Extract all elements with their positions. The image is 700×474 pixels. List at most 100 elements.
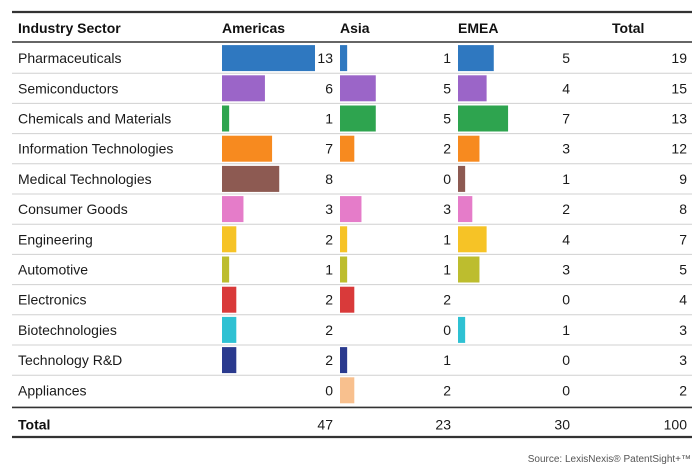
value-emea: 0 bbox=[562, 292, 570, 308]
sector-label: Chemicals and Materials bbox=[18, 111, 171, 127]
bar-americas bbox=[222, 316, 237, 343]
sector-label: Medical Technologies bbox=[18, 171, 152, 187]
table-row: Automotive 1 1 3 5 bbox=[12, 253, 692, 283]
value-americas: 2 bbox=[325, 292, 333, 308]
bar-americas bbox=[222, 196, 244, 223]
bar-emea bbox=[458, 196, 473, 223]
bar-asia bbox=[340, 45, 348, 72]
value-asia: 0 bbox=[443, 322, 451, 338]
value-emea: 4 bbox=[562, 80, 570, 96]
value-americas: 0 bbox=[325, 382, 333, 398]
bar-emea bbox=[458, 256, 480, 283]
value-asia: 3 bbox=[443, 201, 451, 217]
value-americas: 2 bbox=[325, 322, 333, 338]
bar-emea bbox=[458, 75, 487, 102]
bar-emea bbox=[458, 165, 466, 192]
value-total: 7 bbox=[679, 231, 687, 247]
bar-asia bbox=[340, 226, 348, 253]
bar-americas bbox=[222, 165, 280, 192]
value-emea: 1 bbox=[562, 322, 570, 338]
header-americas: Americas bbox=[222, 20, 285, 36]
sector-label: Appliances bbox=[18, 382, 87, 398]
source-note: Source: LexisNexis® PatentSight+™ bbox=[528, 454, 691, 465]
value-emea: 0 bbox=[562, 352, 570, 368]
sector-label: Automotive bbox=[18, 262, 88, 278]
total-americas: 47 bbox=[317, 416, 333, 432]
bar-americas bbox=[222, 105, 230, 132]
value-emea: 0 bbox=[562, 382, 570, 398]
table-row: Electronics 2 2 0 4 bbox=[12, 284, 692, 313]
total-asia: 23 bbox=[435, 416, 451, 432]
bar-americas bbox=[222, 256, 230, 283]
table-row: Chemicals and Materials 1 5 7 13 bbox=[12, 102, 692, 132]
bar-emea bbox=[458, 45, 494, 72]
bar-americas bbox=[222, 75, 265, 102]
value-total: 3 bbox=[679, 352, 687, 368]
bar-asia bbox=[340, 75, 376, 102]
table-header: Industry Sector Americas Asia EMEA Total bbox=[18, 20, 644, 36]
value-emea: 4 bbox=[562, 231, 570, 247]
totals-row: Total 47 23 30 100 bbox=[18, 416, 687, 432]
value-emea: 5 bbox=[562, 50, 570, 66]
sector-label: Semiconductors bbox=[18, 80, 118, 96]
bar-americas bbox=[222, 135, 273, 162]
bar-asia bbox=[340, 286, 355, 313]
bar-asia bbox=[340, 105, 376, 132]
table-row: Biotechnologies 2 0 1 3 bbox=[12, 314, 692, 343]
value-emea: 1 bbox=[562, 171, 570, 187]
value-americas: 6 bbox=[325, 80, 333, 96]
value-emea: 2 bbox=[562, 201, 570, 217]
value-total: 19 bbox=[671, 50, 687, 66]
value-americas: 2 bbox=[325, 352, 333, 368]
table-row: Consumer Goods 3 3 2 8 bbox=[12, 193, 692, 223]
value-asia: 1 bbox=[443, 231, 451, 247]
bar-asia bbox=[340, 135, 355, 162]
value-asia: 2 bbox=[443, 292, 451, 308]
bar-americas bbox=[222, 347, 237, 374]
value-americas: 2 bbox=[325, 231, 333, 247]
total-grand: 100 bbox=[664, 416, 688, 432]
header-industry-sector: Industry Sector bbox=[18, 20, 121, 36]
value-americas: 1 bbox=[325, 262, 333, 278]
table-row: Pharmaceuticals 13 1 5 19 bbox=[18, 45, 687, 72]
value-asia: 1 bbox=[443, 262, 451, 278]
value-emea: 3 bbox=[562, 141, 570, 157]
value-total: 3 bbox=[679, 322, 687, 338]
table-row: Appliances 0 2 0 2 bbox=[12, 374, 692, 404]
table-row: Engineering 2 1 4 7 bbox=[12, 223, 692, 253]
value-total: 12 bbox=[671, 141, 687, 157]
header-total: Total bbox=[612, 20, 644, 36]
total-label: Total bbox=[18, 416, 50, 432]
value-asia: 0 bbox=[443, 171, 451, 187]
bar-asia bbox=[340, 347, 348, 374]
bar-emea bbox=[458, 105, 509, 132]
table-row: Technology R&D 2 1 0 3 bbox=[12, 344, 692, 374]
bar-asia bbox=[340, 377, 355, 404]
value-total: 4 bbox=[679, 292, 687, 308]
table-row: Medical Technologies 8 0 1 9 bbox=[12, 163, 692, 192]
bar-emea bbox=[458, 316, 466, 343]
table-row: Information Technologies 7 2 3 12 bbox=[12, 133, 692, 162]
sector-label: Technology R&D bbox=[18, 352, 122, 368]
header-asia: Asia bbox=[340, 20, 370, 36]
value-asia: 2 bbox=[443, 141, 451, 157]
sector-label: Biotechnologies bbox=[18, 322, 117, 338]
bar-asia bbox=[340, 256, 348, 283]
value-asia: 1 bbox=[443, 352, 451, 368]
value-americas: 3 bbox=[325, 201, 333, 217]
value-asia: 5 bbox=[443, 80, 451, 96]
value-emea: 7 bbox=[562, 111, 570, 127]
value-total: 15 bbox=[671, 80, 687, 96]
table-rules bbox=[12, 10, 692, 439]
value-total: 5 bbox=[679, 262, 687, 278]
sector-label: Information Technologies bbox=[18, 141, 173, 157]
bar-americas bbox=[222, 45, 315, 72]
bar-americas bbox=[222, 286, 237, 313]
value-americas: 8 bbox=[325, 171, 333, 187]
bar-emea bbox=[458, 135, 480, 162]
bar-emea bbox=[458, 226, 487, 253]
total-emea: 30 bbox=[554, 416, 570, 432]
sector-label: Electronics bbox=[18, 292, 86, 308]
